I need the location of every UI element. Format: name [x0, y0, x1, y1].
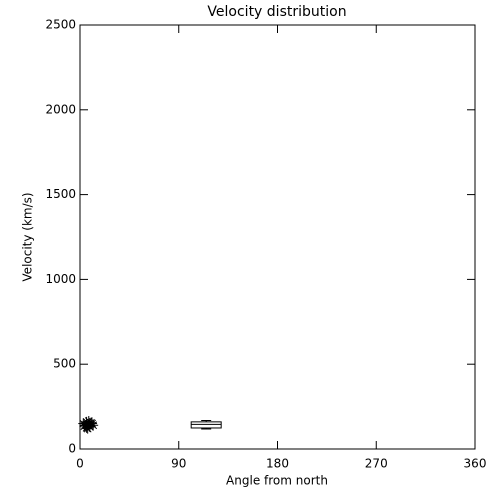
y-tick-label: 2500 [45, 18, 76, 32]
x-tick-label: 180 [266, 457, 289, 471]
y-tick-label: 2000 [45, 102, 76, 116]
y-tick-label: 500 [53, 357, 76, 371]
y-tick-label: 1500 [45, 187, 76, 201]
chart-title: Velocity distribution [207, 4, 346, 20]
y-axis-label: Velocity (km/s) [21, 192, 35, 281]
x-tick-label: 0 [76, 457, 84, 471]
plot-frame [79, 24, 476, 450]
y-tick-label: 1000 [45, 272, 76, 286]
y-tick-label: 0 [68, 442, 76, 456]
x-tick-label: 360 [464, 457, 487, 471]
x-tick-label: 270 [365, 457, 388, 471]
point [81, 422, 92, 433]
box [190, 421, 222, 429]
x-tick-label: 90 [171, 457, 186, 471]
x-axis-label: Angle from north [226, 474, 328, 488]
point [88, 420, 99, 431]
